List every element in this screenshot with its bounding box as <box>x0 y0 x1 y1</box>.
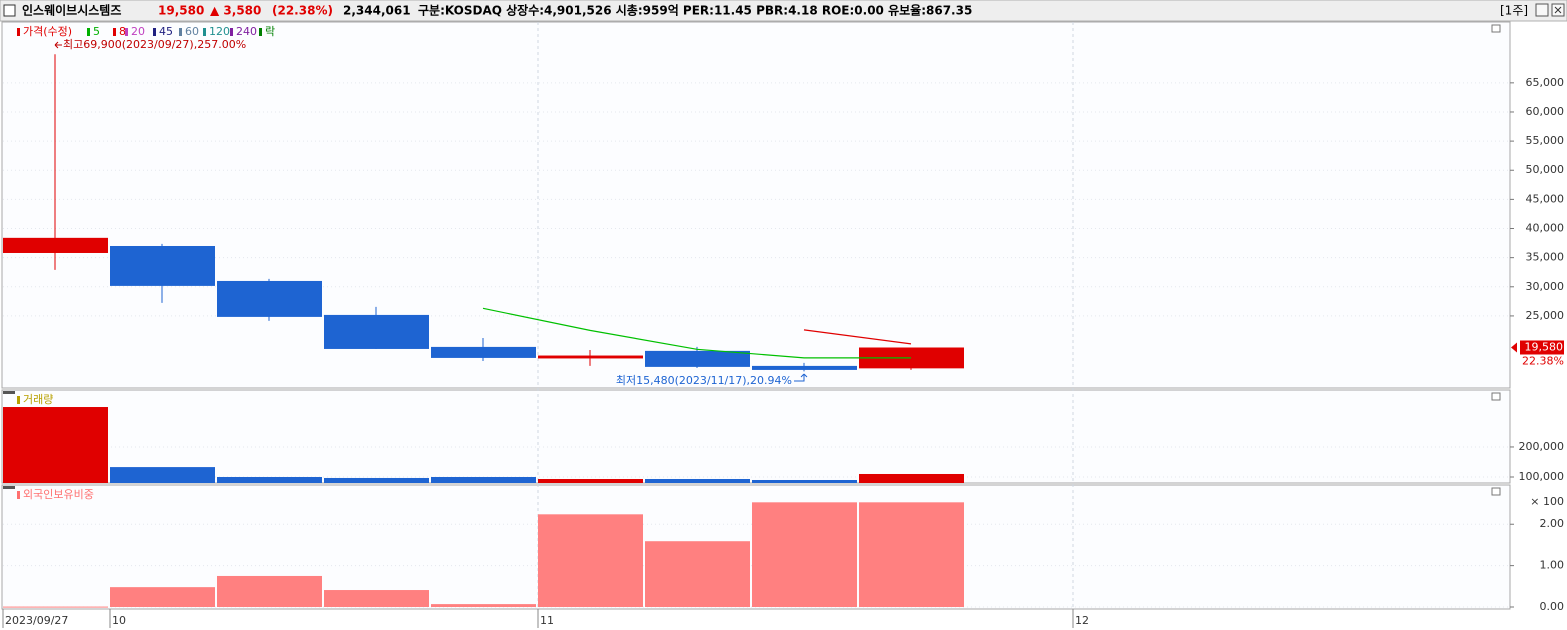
annotation-arrow <box>54 41 62 49</box>
candle-body <box>859 347 964 369</box>
panel-button[interactable] <box>1491 392 1501 401</box>
bar <box>431 476 536 483</box>
y-tick-label: 0.00 <box>1540 600 1565 613</box>
y-tick-label: 25,000 <box>1526 309 1565 322</box>
panel-grip <box>3 391 15 394</box>
candle-body <box>3 237 108 253</box>
candle-body <box>645 350 750 367</box>
last-price-box <box>1520 340 1564 355</box>
legend-label: 240 <box>236 25 257 38</box>
bar <box>859 473 964 483</box>
ma-line <box>803 329 912 345</box>
x-tick-label: 12 <box>1075 614 1089 627</box>
bar <box>3 606 108 608</box>
title-marker <box>17 396 20 404</box>
legend-label: 120 <box>209 25 230 38</box>
price-panel <box>1 21 1511 389</box>
header-background <box>0 0 1567 22</box>
legend-label: 가격(수정) <box>23 25 72 38</box>
volume-panel <box>1 389 1511 484</box>
x-tick-label: 2023/09/27 <box>5 614 68 627</box>
bar <box>217 575 322 607</box>
bar <box>110 467 215 483</box>
legend-swatch <box>259 28 262 36</box>
ma-line <box>482 307 911 359</box>
legend-label: 락 <box>265 25 275 38</box>
y-tick-label: 50,000 <box>1526 163 1565 176</box>
checkbox[interactable] <box>3 4 16 17</box>
legend-swatch <box>113 28 116 36</box>
bar <box>538 479 643 483</box>
y-tick-label: 1.00 <box>1540 559 1565 572</box>
stock-name: 인스웨이브시스템즈 <box>22 3 121 18</box>
y-tick-label: 30,000 <box>1526 280 1565 293</box>
y-tick-label: 200,000 <box>1519 440 1565 453</box>
annotation-low: 최저15,480(2023/11/17),20.94% <box>616 374 792 387</box>
close-icon <box>1554 6 1562 14</box>
legend-swatch <box>17 28 20 36</box>
bar <box>431 604 536 607</box>
candle-body <box>752 365 857 370</box>
header-bar: 인스웨이브시스템즈 19,580 ▲ 3,580 (22.38%) 2,344,… <box>0 0 1567 22</box>
legend-swatch <box>230 28 233 36</box>
title-marker <box>17 491 20 499</box>
bar <box>324 590 429 607</box>
annotation-arrow <box>794 373 808 382</box>
candle-body <box>324 314 429 349</box>
candle-body <box>431 346 536 358</box>
panel-button[interactable] <box>1491 487 1501 496</box>
y-tick-label: 60,000 <box>1526 105 1565 118</box>
panel-grip <box>3 486 15 489</box>
legend-label: 8 <box>119 25 126 38</box>
bar <box>3 407 108 483</box>
y-tick-label: 100,000 <box>1519 470 1565 483</box>
last-price: 19,580 <box>1525 340 1564 353</box>
price: 19,580 <box>158 4 204 18</box>
legend-swatch <box>125 28 128 36</box>
y-tick-label: 65,000 <box>1526 76 1565 89</box>
last-price-pointer <box>1511 342 1517 353</box>
bar <box>859 502 964 607</box>
period[interactable]: [1주] <box>1500 4 1528 18</box>
last-pct: 22.38% <box>1522 354 1564 367</box>
candle-body <box>217 280 322 317</box>
y-tick-label: 35,000 <box>1526 251 1565 264</box>
change-pct: (22.38%) <box>272 4 333 18</box>
volume: 2,344,061 <box>343 4 411 18</box>
bar <box>645 479 750 483</box>
unit-label: × 100 <box>1530 495 1564 508</box>
bar <box>752 479 857 483</box>
panel-title: 거래량 <box>23 393 53 406</box>
bar <box>752 502 857 607</box>
y-tick-label: 2.00 <box>1540 517 1565 530</box>
x-tick-label: 11 <box>540 614 554 627</box>
bar <box>538 514 643 607</box>
legend-label: 60 <box>185 25 199 38</box>
legend-label: 5 <box>93 25 100 38</box>
legend-swatch <box>87 28 90 36</box>
y-tick-label: 55,000 <box>1526 134 1565 147</box>
panel-button[interactable] <box>1491 24 1501 33</box>
bar <box>324 477 429 483</box>
legend-swatch <box>153 28 156 36</box>
legend-label: 20 <box>131 25 145 38</box>
bar <box>110 587 215 607</box>
legend-swatch <box>179 28 182 36</box>
y-tick-label: 45,000 <box>1526 192 1565 205</box>
y-tick-label: 40,000 <box>1526 222 1565 235</box>
candle-body <box>110 245 215 286</box>
candle-body <box>538 355 643 359</box>
x-tick-label: 10 <box>112 614 126 627</box>
maximize-button[interactable] <box>1535 3 1549 17</box>
info: 구분:KOSDAQ 상장수:4,901,526 시총:959억 PER:11.4… <box>418 3 972 18</box>
annotation-high: 최고69,900(2023/09/27),257.00% <box>63 38 246 51</box>
bar <box>217 476 322 483</box>
legend-swatch <box>203 28 206 36</box>
panel-title: 외국인보유비중 <box>23 488 94 501</box>
change: ▲ 3,580 <box>210 4 261 18</box>
legend-label: 45 <box>159 25 173 38</box>
bar <box>645 541 750 607</box>
